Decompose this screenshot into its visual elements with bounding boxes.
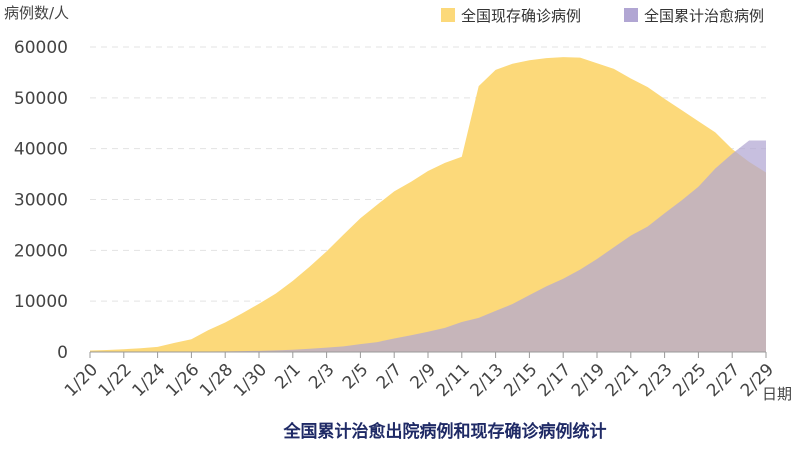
y-tick-label: 10000 <box>14 292 68 312</box>
x-tick-label: 1/22 <box>95 360 136 401</box>
x-tick-label: 1/24 <box>128 360 169 401</box>
y-tick-label: 0 <box>57 343 68 363</box>
x-tick-label: 2/27 <box>703 360 744 401</box>
x-tick-label: 1/28 <box>196 360 237 401</box>
y-tick-label: 20000 <box>14 241 68 261</box>
area-layer <box>90 57 766 353</box>
legend-label-active: 全国现存确诊病例 <box>461 7 581 25</box>
legend-swatch-active <box>441 8 455 22</box>
legend-swatch-cured <box>624 8 638 22</box>
series-area-1 <box>90 140 766 352</box>
x-tick-label: 2/17 <box>534 360 575 401</box>
legend-label-cured: 全国累计治愈病例 <box>644 7 764 25</box>
x-tick-label: 2/15 <box>500 360 541 401</box>
x-axis-label: 日期 <box>762 385 792 403</box>
y-tick-label: 30000 <box>14 191 68 211</box>
x-tick-label: 2/25 <box>669 360 710 401</box>
y-tick-label: 40000 <box>14 140 68 160</box>
y-axis-label: 病例数/人 <box>4 4 69 22</box>
chart-title: 全国累计治愈出院病例和现存确诊病例统计 <box>283 421 607 442</box>
x-tick-label: 1/26 <box>162 360 203 401</box>
x-tick-label: 2/5 <box>339 360 372 393</box>
y-tick-label: 50000 <box>14 89 68 109</box>
x-tick-label: 2/13 <box>466 360 507 401</box>
x-tick-label: 1/30 <box>230 360 271 401</box>
x-tick-label: 2/7 <box>373 360 406 393</box>
x-tick-label: 2/19 <box>568 360 609 401</box>
x-tick-label: 1/20 <box>61 360 102 401</box>
legend: 全国现存确诊病例 全国累计治愈病例 <box>441 7 764 25</box>
x-tick-label: 2/1 <box>271 360 304 393</box>
x-tick-label: 2/11 <box>433 360 474 401</box>
x-tick-label: 2/21 <box>602 360 643 401</box>
x-tick-label: 2/3 <box>305 360 338 393</box>
x-tick-label: 2/23 <box>635 360 676 401</box>
y-tick-label: 60000 <box>14 38 68 58</box>
